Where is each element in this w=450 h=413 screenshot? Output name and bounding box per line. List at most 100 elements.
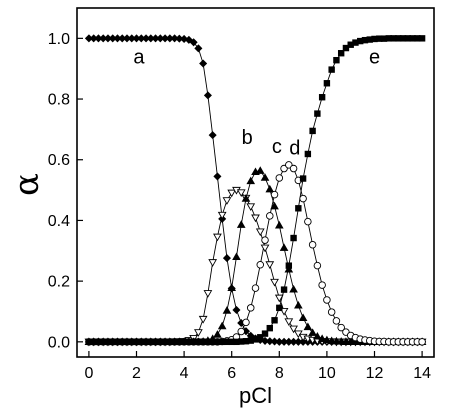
data-point-e xyxy=(352,39,359,46)
data-point-e xyxy=(119,338,126,346)
data-point-c xyxy=(217,321,227,330)
data-point-c xyxy=(279,243,289,251)
data-point-e xyxy=(185,338,193,346)
data-point-e xyxy=(195,338,202,346)
data-point-a xyxy=(208,131,217,140)
y-tick-label: 1.0 xyxy=(48,31,70,48)
data-point-e xyxy=(152,338,159,346)
data-point-b xyxy=(227,189,237,198)
data-point-e xyxy=(261,330,269,337)
data-point-e xyxy=(304,150,312,158)
data-point-b xyxy=(265,261,275,269)
data-point-e xyxy=(371,35,378,43)
data-point-e xyxy=(295,205,302,212)
x-tick-label: 4 xyxy=(180,365,189,382)
series-lines xyxy=(88,37,423,343)
axis-ticks xyxy=(77,37,423,357)
data-point-e xyxy=(266,324,273,332)
data-point-b xyxy=(260,244,270,253)
data-point-b xyxy=(203,290,213,298)
data-point-c xyxy=(313,331,322,340)
data-point-c xyxy=(303,322,313,331)
data-point-e xyxy=(238,338,245,345)
data-point-d xyxy=(304,217,312,226)
data-point-e xyxy=(414,35,421,42)
data-point-d xyxy=(242,318,250,327)
data-point-e xyxy=(314,110,321,117)
data-point-e xyxy=(228,338,235,346)
data-point-d xyxy=(261,236,269,244)
data-point-e xyxy=(176,338,183,346)
data-point-e xyxy=(328,66,335,73)
data-point-e xyxy=(199,338,207,346)
data-point-e xyxy=(95,338,102,346)
x-tick-label: 8 xyxy=(275,365,284,382)
data-point-a xyxy=(199,59,208,68)
data-point-b xyxy=(208,259,218,267)
data-point-e xyxy=(347,41,354,48)
data-point-e xyxy=(318,94,326,101)
x-tick-label: 12 xyxy=(366,365,384,382)
data-point-b xyxy=(284,318,294,327)
data-point-c xyxy=(322,335,332,344)
data-point-e xyxy=(285,262,293,269)
data-point-e xyxy=(409,35,416,42)
data-point-e xyxy=(309,127,316,135)
data-point-e xyxy=(166,338,174,346)
data-point-e xyxy=(138,338,145,346)
series-d-markers xyxy=(85,161,426,346)
data-point-d xyxy=(299,194,307,203)
data-point-d xyxy=(318,281,326,289)
data-point-d xyxy=(337,323,345,332)
data-point-e xyxy=(214,338,221,346)
data-point-e xyxy=(242,338,250,345)
data-point-e xyxy=(366,36,373,43)
data-point-c xyxy=(246,176,256,185)
data-point-e xyxy=(280,286,288,293)
data-point-c xyxy=(222,306,232,314)
data-point-c xyxy=(241,194,251,202)
curve-label-e: e xyxy=(369,47,380,69)
data-point-e xyxy=(123,338,131,346)
x-tick-label: 10 xyxy=(318,365,336,382)
data-point-e xyxy=(247,337,254,344)
data-point-d xyxy=(266,212,274,220)
curve-label-c: c xyxy=(272,136,282,158)
data-point-e xyxy=(147,338,154,346)
data-point-b xyxy=(270,278,279,287)
data-point-e xyxy=(257,334,264,341)
data-point-e xyxy=(342,44,350,52)
series-line-a xyxy=(88,37,423,343)
data-point-e xyxy=(404,35,412,42)
data-point-e xyxy=(252,336,259,343)
data-point-d xyxy=(332,317,341,325)
data-point-e xyxy=(390,35,397,42)
data-point-d xyxy=(308,240,317,249)
data-point-e xyxy=(209,338,216,346)
data-point-b xyxy=(222,197,232,205)
data-point-e xyxy=(385,35,392,42)
data-point-a xyxy=(194,44,203,53)
data-point-a xyxy=(222,254,231,263)
y-tick-labels: 0.0 0.2 0.4 0.6 0.8 1.0 xyxy=(48,31,70,351)
data-point-e xyxy=(380,35,388,42)
data-point-b xyxy=(274,294,284,303)
y-tick-label: 0.6 xyxy=(48,152,70,169)
data-point-d xyxy=(251,284,260,292)
data-point-e xyxy=(114,338,121,346)
series-line-d xyxy=(88,164,423,343)
data-point-a xyxy=(189,38,198,47)
data-point-c xyxy=(232,252,241,261)
data-point-c xyxy=(270,201,279,210)
data-point-b xyxy=(251,214,260,223)
series-line-b xyxy=(88,189,423,343)
data-point-e xyxy=(323,80,331,87)
data-point-c xyxy=(274,220,284,229)
data-point-d xyxy=(289,164,298,173)
data-point-e xyxy=(90,338,97,346)
data-point-b xyxy=(289,325,298,334)
data-point-e xyxy=(299,175,307,182)
data-point-e xyxy=(128,338,135,346)
data-point-e xyxy=(180,338,188,346)
